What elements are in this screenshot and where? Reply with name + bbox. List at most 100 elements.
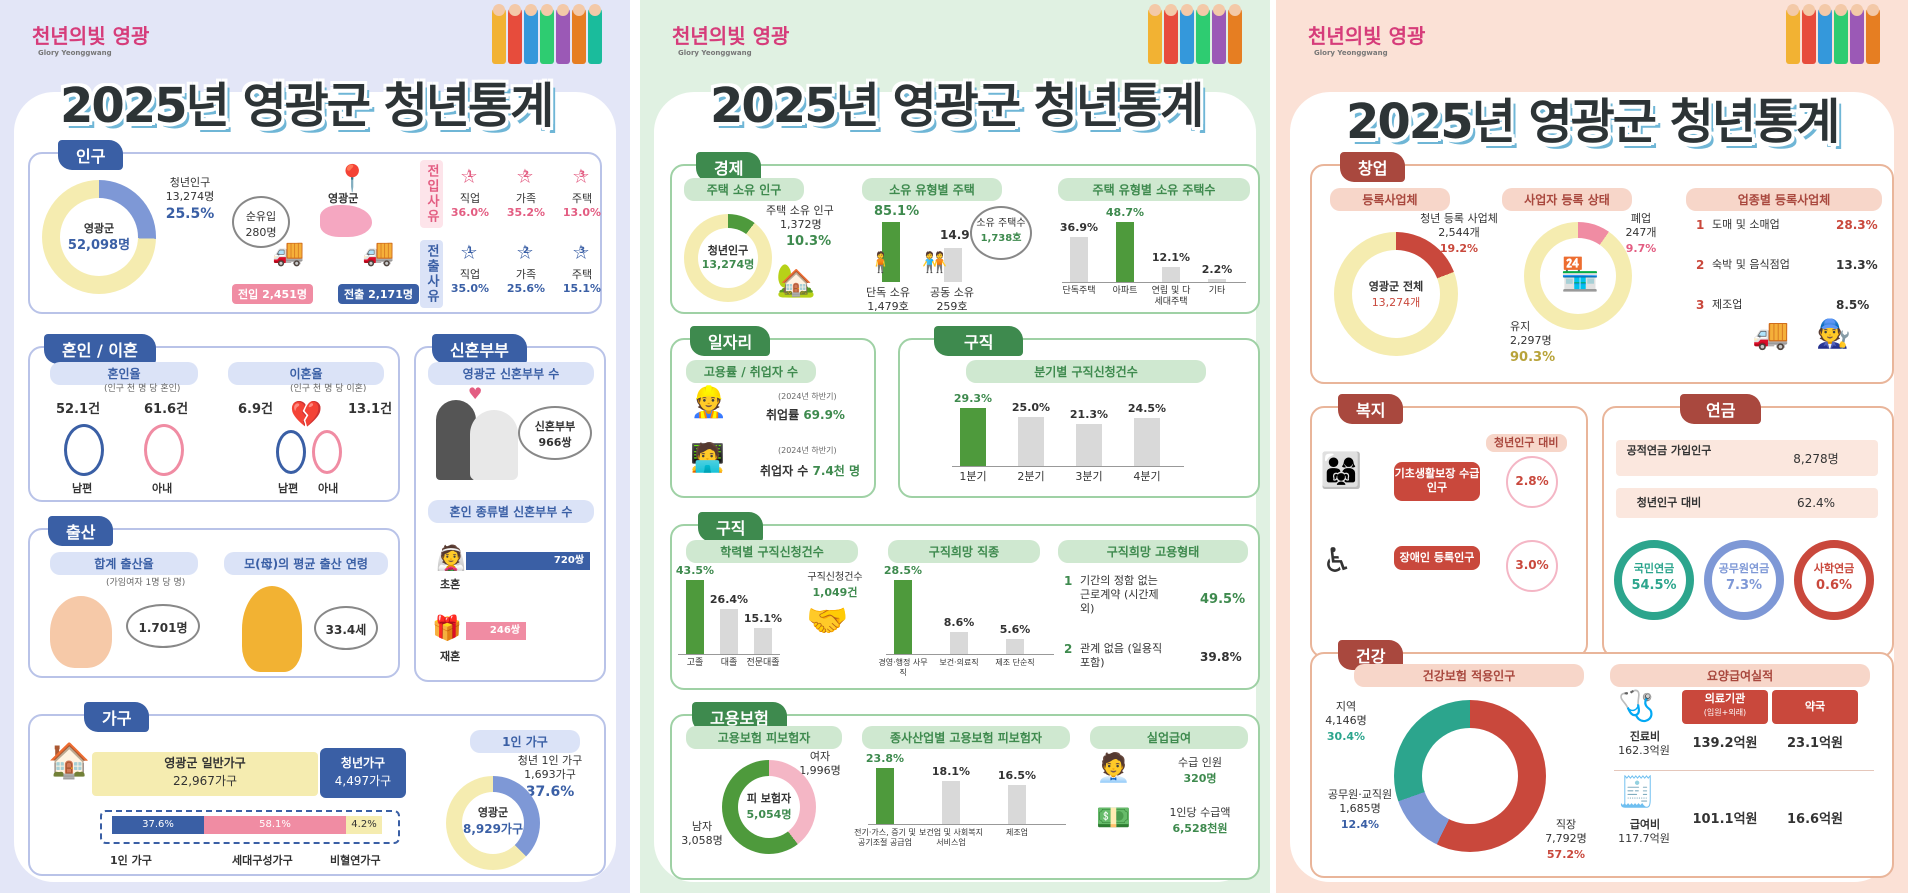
bar — [1006, 639, 1024, 654]
section-economy: 경제 — [696, 152, 762, 182]
receipt-icon: 🧾 — [1618, 775, 1656, 810]
bar-value: 36.9% — [1059, 221, 1099, 234]
bar-label: 제조업 — [1005, 828, 1029, 837]
regional-value: 4,146명 — [1325, 714, 1367, 727]
poster-population: 천년의빛 영광 Glory Yeonggwang 2025년 영광군 청년통계 인… — [0, 0, 630, 893]
bar-value: 29.3% — [953, 392, 993, 405]
crowd-illustration — [1786, 4, 1880, 64]
general-household-value: 22,967가구 — [172, 774, 238, 788]
pension-circle — [1704, 540, 1784, 620]
bar — [1076, 424, 1102, 466]
poster-welfare: 천년의빛 영광 Glory Yeonggwang 2025년 영광군 청년통계 창… — [1276, 0, 1908, 893]
bar-value: 24.5% — [1127, 402, 1167, 415]
region-map — [320, 205, 372, 237]
bar — [960, 408, 986, 466]
remarriage-bar: 246쌍 — [466, 622, 526, 640]
marriage-note: (인구 천 명 당 혼인) — [104, 384, 181, 394]
bar — [754, 628, 772, 654]
basic-livelihood-label: 기초생활보장 수급인구 — [1394, 462, 1480, 501]
husband-label: 남편 — [72, 482, 93, 495]
treatment-pharmacy-value: 23.1억원 — [1787, 736, 1843, 751]
logo: 천년의빛 영광 Glory Yeonggwang — [1308, 24, 1426, 57]
disabled-label: 장애인 등록인구 — [1394, 546, 1480, 571]
industry-business-title: 업종별 등록사업체 — [1686, 188, 1882, 211]
divorce-wife-value: 13.1건 — [348, 402, 393, 417]
form2-label: 관계 없음 (일용직 포함) — [1080, 642, 1163, 669]
heart-icon: ♥ — [468, 384, 483, 403]
worker-count: 취업자 수 7.4천 명 — [760, 464, 861, 478]
bar-label: 4분기 — [1133, 470, 1161, 483]
section-marriage: 혼인 / 이혼 — [44, 334, 156, 364]
bar — [876, 768, 894, 824]
page-title: 2025년 영광군 청년통계 — [710, 78, 1204, 134]
reason-value: 15.1% — [562, 282, 602, 295]
joint-owner-label: 공동 소유 — [930, 286, 974, 299]
reason-value: 36.0% — [450, 206, 490, 219]
single-donut-label: 영광군 — [477, 806, 509, 819]
family-bar: 58.1% — [204, 816, 346, 834]
business-donut-value: 13,274개 — [1371, 296, 1421, 309]
ownership-type-title: 소유 유형별 주택 — [862, 178, 1002, 201]
donut-label: 영광군 — [83, 222, 115, 235]
industry-rank: 1 — [1696, 218, 1705, 232]
marriage-husband-value: 52.1건 — [56, 402, 101, 417]
bar — [1162, 267, 1180, 282]
care-benefit-title: 요양급여실적 — [1610, 664, 1870, 687]
reason-label: 직업 — [459, 268, 481, 281]
husband-icon — [64, 424, 104, 476]
bar — [894, 580, 912, 654]
general-household-label: 영광군 일반가구 — [164, 756, 246, 770]
bar — [1134, 418, 1160, 466]
industry-value: 8.5% — [1836, 298, 1870, 312]
worker-note: (2024년 하반기) — [778, 446, 837, 455]
newlywed-type-title: 혼인 종류별 신혼부부 수 — [428, 500, 594, 523]
benefit-value: 6,528천원 — [1172, 822, 1228, 835]
birth-age-bubble: 33.4세 — [314, 606, 378, 650]
star-icon: ☆ — [460, 240, 478, 264]
section-household: 가구 — [84, 702, 150, 732]
benefit-label: 1인당 수급액 — [1169, 806, 1231, 819]
fertility-bubble: 1.701명 — [126, 604, 200, 648]
public-servant-label: 공무원·교직원 — [1327, 788, 1393, 801]
family-icon: 👨‍👩‍👧 — [1320, 451, 1363, 491]
divorce-wife-icon — [312, 430, 342, 474]
workers-icon: 👷 — [690, 385, 728, 420]
bar-value: 21.3% — [1069, 408, 1109, 421]
newlywed-bubble: 신혼부부 966쌍 — [518, 406, 592, 460]
pension-value: 7.3% — [1725, 578, 1763, 593]
reason-label: 가족 — [515, 192, 537, 205]
marriage-rate-title: 혼인율 — [50, 362, 198, 385]
young-business-pct: 19.2% — [1439, 242, 1479, 255]
baseline — [678, 654, 780, 655]
bar-value: 23.8% — [865, 752, 905, 765]
first-marriage-icon: 👰 — [436, 544, 466, 572]
bar-label: 1분기 — [959, 470, 987, 483]
section-seek: 구직 — [934, 326, 1024, 356]
seek-total-value: 1,049건 — [812, 586, 858, 599]
closed-pct: 9.7% — [1625, 242, 1657, 255]
industry-label: 도매 및 소매업 — [1712, 218, 1780, 231]
bar-value: 8.6% — [943, 616, 975, 629]
pension-circle — [1794, 540, 1874, 620]
regional-pct: 30.4% — [1326, 730, 1366, 743]
bar-value: 15.1% — [743, 612, 783, 625]
house-type-title: 주택 유형별 소유 주택수 — [1058, 178, 1250, 201]
reason-rank: 1 — [466, 246, 474, 256]
bar-label: 고졸 — [686, 658, 704, 668]
registration-status-title: 사업자 등록 상태 — [1502, 188, 1632, 211]
youth-household-box — [320, 748, 406, 798]
treatment-value: 162.3억원 — [1618, 744, 1670, 757]
crowd-illustration — [1148, 4, 1242, 64]
regional-label: 지역 — [1335, 700, 1357, 713]
move-out-label: 전출 2,171명 — [338, 284, 419, 304]
home-owner-pct: 10.3% — [786, 234, 832, 249]
people-icon: 🧑‍🤝‍🧑 — [922, 250, 947, 274]
reason-label: 직업 — [459, 192, 481, 205]
treatment-medical-value: 139.2억원 — [1692, 736, 1758, 751]
joint-owner-bar — [944, 248, 962, 282]
bar-label: 대졸 — [720, 658, 738, 668]
education-title: 학력별 구직신청건수 — [686, 540, 858, 563]
broken-heart-icon: 💔 — [290, 400, 323, 430]
industry-title: 종사산업별 고용보험 피보험자 — [862, 726, 1070, 749]
pension-value: 54.5% — [1631, 578, 1677, 593]
